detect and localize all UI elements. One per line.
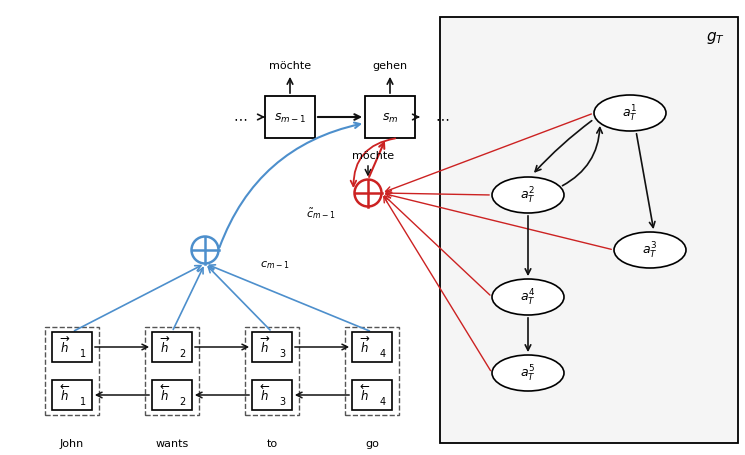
Text: $\tilde{c}_{m-1}$: $\tilde{c}_{m-1}$ (306, 206, 335, 221)
Text: $c_{m-1}$: $c_{m-1}$ (260, 258, 290, 270)
Text: John: John (60, 438, 84, 448)
Text: $\cdots$: $\cdots$ (233, 111, 247, 125)
Text: gehen: gehen (372, 61, 408, 71)
Text: $\overleftarrow{h}$: $\overleftarrow{h}$ (360, 383, 370, 404)
Text: $1$: $1$ (80, 394, 86, 406)
Text: $2$: $2$ (180, 394, 186, 406)
FancyBboxPatch shape (252, 332, 292, 362)
Ellipse shape (492, 177, 564, 213)
Text: $a_T^5$: $a_T^5$ (520, 363, 536, 383)
Text: $a_T^1$: $a_T^1$ (622, 104, 638, 124)
Text: möchte: möchte (352, 151, 394, 161)
Ellipse shape (492, 279, 564, 315)
FancyBboxPatch shape (252, 380, 292, 410)
Text: $\overrightarrow{h}$: $\overrightarrow{h}$ (60, 335, 70, 355)
Text: $\overrightarrow{h}$: $\overrightarrow{h}$ (360, 335, 370, 355)
Text: $\overrightarrow{h}$: $\overrightarrow{h}$ (260, 335, 270, 355)
Text: $a_T^2$: $a_T^2$ (520, 186, 536, 206)
FancyBboxPatch shape (345, 327, 399, 415)
Text: $3$: $3$ (279, 394, 287, 406)
Text: go: go (365, 438, 379, 448)
FancyBboxPatch shape (365, 97, 415, 139)
Text: $\overleftarrow{h}$: $\overleftarrow{h}$ (260, 383, 270, 404)
FancyBboxPatch shape (152, 380, 192, 410)
FancyBboxPatch shape (52, 380, 92, 410)
Text: möchte: möchte (269, 61, 311, 71)
FancyBboxPatch shape (52, 332, 92, 362)
Text: $4$: $4$ (379, 394, 387, 406)
FancyBboxPatch shape (352, 380, 392, 410)
Text: wants: wants (156, 438, 188, 448)
Text: $\cdots$: $\cdots$ (435, 111, 449, 125)
Ellipse shape (492, 355, 564, 391)
FancyBboxPatch shape (145, 327, 199, 415)
Text: to: to (267, 438, 278, 448)
FancyBboxPatch shape (352, 332, 392, 362)
Text: $g_T$: $g_T$ (706, 30, 724, 46)
Text: $s_{m-1}$: $s_{m-1}$ (273, 111, 306, 124)
Ellipse shape (594, 96, 666, 131)
Ellipse shape (614, 233, 686, 268)
Text: $4$: $4$ (379, 346, 387, 358)
Text: $a_T^4$: $a_T^4$ (520, 287, 536, 308)
Text: $\overleftarrow{h}$: $\overleftarrow{h}$ (159, 383, 171, 404)
FancyBboxPatch shape (45, 327, 99, 415)
Text: $\overleftarrow{h}$: $\overleftarrow{h}$ (60, 383, 70, 404)
Polygon shape (440, 18, 738, 443)
Text: $a_T^3$: $a_T^3$ (642, 240, 658, 260)
Text: $s_m$: $s_m$ (381, 111, 399, 124)
FancyBboxPatch shape (152, 332, 192, 362)
FancyBboxPatch shape (265, 97, 315, 139)
Text: $1$: $1$ (80, 346, 86, 358)
Text: $\overrightarrow{h}$: $\overrightarrow{h}$ (159, 335, 171, 355)
Text: $2$: $2$ (180, 346, 186, 358)
FancyBboxPatch shape (245, 327, 299, 415)
Text: $3$: $3$ (279, 346, 287, 358)
